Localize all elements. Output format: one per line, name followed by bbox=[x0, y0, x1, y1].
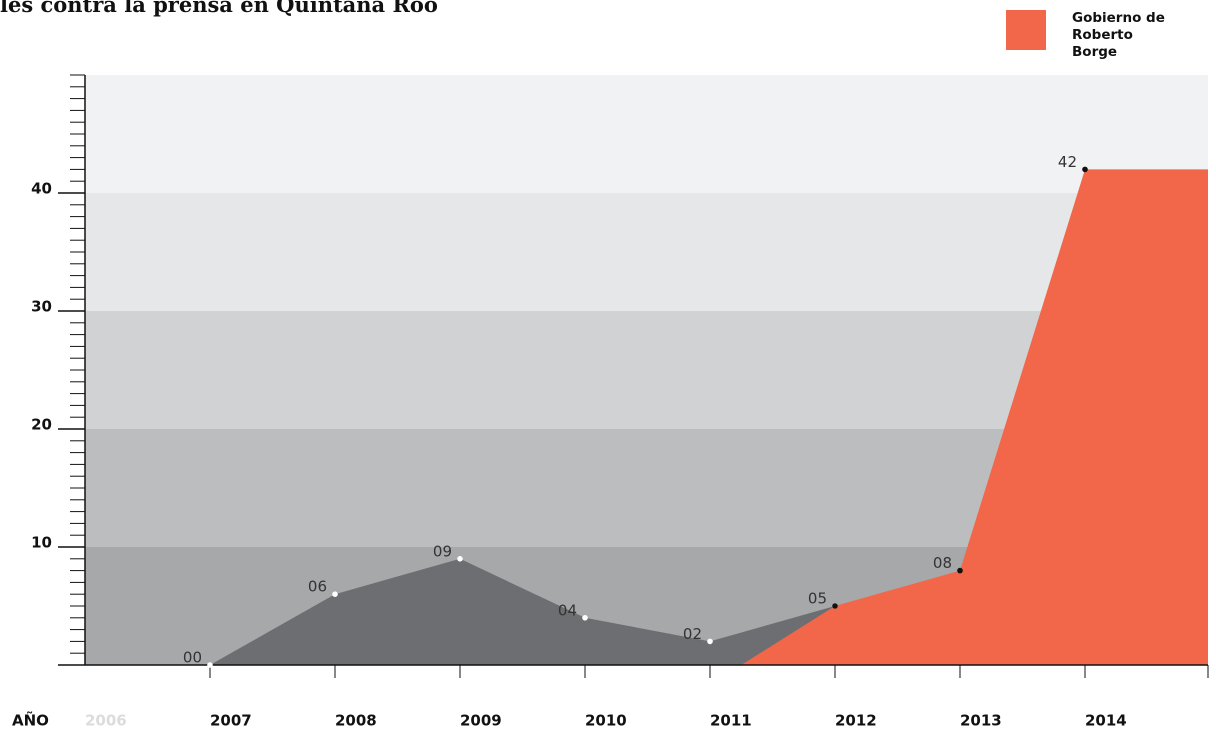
data-label: 08 bbox=[933, 554, 952, 572]
data-point bbox=[457, 556, 463, 562]
background-band bbox=[85, 193, 1208, 311]
data-label: 09 bbox=[433, 542, 452, 560]
legend-swatch bbox=[1006, 10, 1046, 50]
y-tick-label: 20 bbox=[31, 416, 52, 434]
x-tick-label: 2012 bbox=[835, 712, 877, 730]
data-label: 04 bbox=[558, 601, 577, 619]
background-band bbox=[85, 75, 1208, 193]
x-tick-label: 2007 bbox=[210, 712, 252, 730]
y-tick-label: 10 bbox=[31, 534, 52, 552]
x-tick-label: 2010 bbox=[585, 712, 627, 730]
area bbox=[741, 169, 1208, 665]
data-label: 00 bbox=[183, 649, 202, 667]
y-tick-label: 40 bbox=[31, 180, 52, 198]
x-axis-label: AÑO bbox=[12, 711, 49, 730]
data-label: 42 bbox=[1058, 153, 1077, 171]
y-tick-label: 30 bbox=[31, 298, 52, 316]
data-point bbox=[207, 662, 213, 668]
x-tick-label: 2011 bbox=[710, 712, 752, 730]
data-label: 02 bbox=[683, 625, 702, 643]
x-tick-label: 2008 bbox=[335, 712, 377, 730]
x-tick-label: 2013 bbox=[960, 712, 1002, 730]
chart-title: les contra la prensa en Quintana Roo bbox=[0, 0, 438, 17]
data-label: 05 bbox=[808, 590, 827, 608]
x-tick-label: 2014 bbox=[1085, 712, 1127, 730]
x-tick-label: 2006 bbox=[85, 712, 127, 730]
data-point bbox=[707, 638, 713, 645]
x-tick-label: 2009 bbox=[460, 712, 502, 730]
data-label: 06 bbox=[308, 578, 327, 596]
data-point bbox=[582, 615, 588, 621]
data-point bbox=[832, 603, 838, 609]
area bbox=[210, 558, 835, 665]
data-point bbox=[1082, 166, 1088, 173]
data-point bbox=[332, 591, 338, 597]
legend-label: Gobierno de Roberto Borge bbox=[1072, 10, 1165, 60]
data-point bbox=[957, 567, 963, 574]
